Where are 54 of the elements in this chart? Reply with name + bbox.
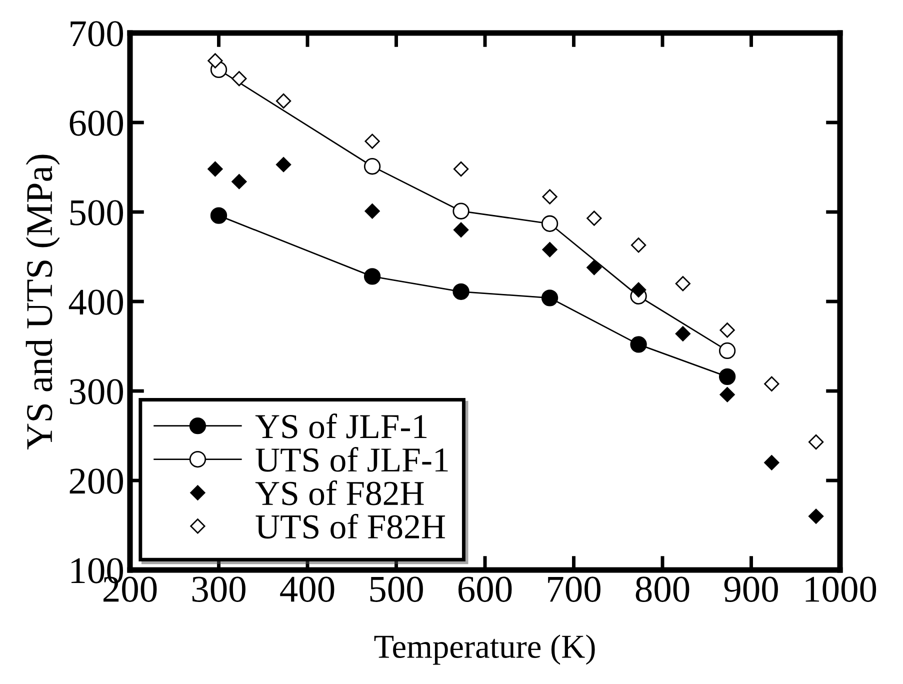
legend-label: UTS of JLF-1 [256,446,448,472]
point [808,508,824,524]
y-tick-label: 400 [68,290,124,315]
point [542,189,558,204]
point [541,290,558,306]
x-tick-label: 700 [548,576,600,602]
y-tick-label: 300 [70,379,124,404]
point [764,455,780,470]
point [718,342,736,360]
point [232,71,247,86]
point [276,156,292,172]
y-tick-label: 700 [70,21,124,46]
point [208,161,223,177]
x-tick-label: 800 [636,576,690,602]
y-tick-label: 200 [70,468,124,494]
point [453,222,469,238]
y-axis-title: YS and UTS (MPa) [26,154,60,450]
point [675,276,690,292]
point [720,387,735,402]
point [630,336,647,353]
point [541,215,558,232]
legend-label: YS of F82H [255,480,424,506]
point [453,161,469,177]
point [210,207,228,224]
point [452,202,470,220]
y-tick-label: 600 [70,110,124,136]
x-tick-label: 400 [280,576,334,602]
x-tick-label: 600 [458,576,512,602]
x-axis-title: Temperature (K) [374,634,595,665]
x-tick-label: 900 [724,576,778,602]
x-tick-label: 1000 [806,576,876,602]
point [630,238,646,253]
point [586,210,602,226]
point [808,434,824,450]
point [630,282,646,298]
point [542,242,558,258]
x-tick-label: 300 [192,576,246,602]
point [364,268,381,285]
point [364,134,380,149]
x-tick-label: 500 [370,576,423,602]
point [276,93,292,109]
legend-label: YS of JLF-1 [255,414,427,438]
point [364,158,381,175]
y-tick-label: 500 [70,200,124,226]
point [764,376,780,392]
point [675,326,690,342]
legend-label: UTS of F82H [256,514,445,539]
point [364,204,380,219]
point [718,368,736,386]
point [208,53,223,68]
point [452,283,470,300]
point [586,260,602,276]
point [720,322,735,338]
point [232,174,247,190]
